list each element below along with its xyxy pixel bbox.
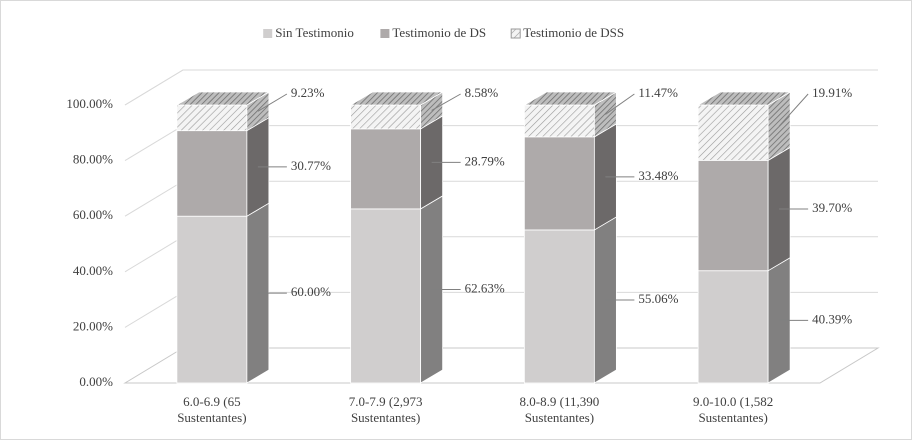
data-label: 39.70% bbox=[812, 200, 852, 215]
bar-top bbox=[349, 91, 445, 106]
legend-label: Sin Testimonio bbox=[275, 25, 354, 40]
data-label: 55.06% bbox=[638, 291, 678, 306]
leader-line bbox=[431, 93, 461, 111]
legend-label: Testimonio de DS bbox=[392, 25, 486, 40]
y-tick-label: 80.00% bbox=[73, 152, 113, 167]
data-label: 8.58% bbox=[465, 85, 499, 100]
data-label: 60.00% bbox=[291, 284, 331, 299]
bar-segment bbox=[523, 136, 595, 231]
bar-segment bbox=[697, 104, 769, 161]
bar-segment bbox=[350, 104, 422, 130]
leader-line bbox=[605, 93, 635, 115]
y-tick-label: 40.00% bbox=[73, 263, 113, 278]
y-tick-label: 20.00% bbox=[73, 318, 113, 333]
legend-label: Testimonio de DSS bbox=[523, 25, 624, 40]
y-tick-label: 60.00% bbox=[73, 207, 113, 222]
bar-segment bbox=[350, 208, 422, 384]
x-tick-label: 9.0-10.0 (1,582 Sustentantes) bbox=[693, 394, 773, 425]
data-label: 19.91% bbox=[812, 85, 852, 100]
x-tick-label: 8.0-8.9 (11,390 Sustentantes) bbox=[520, 394, 600, 425]
bar-segment bbox=[176, 104, 248, 132]
y-tick-label: 100.00% bbox=[66, 96, 113, 111]
data-label: 28.79% bbox=[465, 153, 505, 168]
bar-segment bbox=[523, 229, 595, 384]
legend-swatch bbox=[510, 28, 521, 39]
bar-segment bbox=[697, 159, 769, 272]
legend: Sin Testimonio Testimonio de DS Testimonio… bbox=[263, 25, 624, 40]
bar-top bbox=[522, 91, 618, 106]
data-label: 40.39% bbox=[812, 311, 852, 326]
bar-top bbox=[175, 91, 271, 106]
legend-swatch bbox=[263, 29, 273, 38]
bar-segment bbox=[350, 128, 422, 210]
bar-segment bbox=[697, 270, 769, 384]
data-label: 9.23% bbox=[291, 85, 325, 100]
leader-line bbox=[257, 93, 288, 112]
data-label: 11.47% bbox=[638, 85, 678, 100]
bar-segment bbox=[523, 104, 595, 138]
data-label: 62.63% bbox=[465, 280, 505, 295]
bar-segment bbox=[176, 130, 248, 217]
data-label: 33.48% bbox=[638, 168, 678, 183]
y-axis bbox=[124, 69, 184, 106]
y-tick-label: 0.00% bbox=[79, 374, 113, 389]
bar-segment bbox=[176, 215, 248, 384]
data-label: 30.77% bbox=[291, 158, 331, 173]
x-tick-label: 7.0-7.9 (2,973 Sustentantes) bbox=[349, 394, 423, 425]
legend-swatch bbox=[380, 29, 390, 38]
bar-top bbox=[696, 91, 792, 106]
leader-line bbox=[778, 93, 809, 127]
x-tick-label: 6.0-6.9 (65 Sustentantes) bbox=[177, 394, 246, 425]
